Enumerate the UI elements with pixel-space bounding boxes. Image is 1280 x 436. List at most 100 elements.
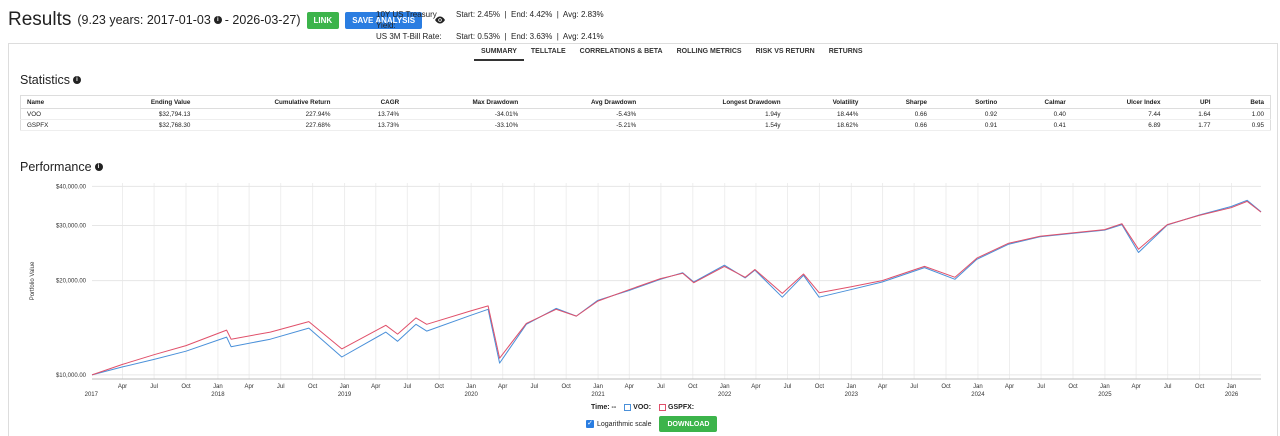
tbill-label: US 3M T-Bill Rate: bbox=[376, 32, 442, 41]
table-cell: $32,768.30 bbox=[90, 119, 197, 131]
tab-returns[interactable]: RETURNS bbox=[828, 48, 863, 55]
column-header[interactable]: Max Drawdown bbox=[405, 95, 525, 109]
date-range: (9.23 years: 2017-01-03 i - 2026-03-27) bbox=[77, 13, 300, 27]
column-header[interactable]: Ending Value bbox=[90, 95, 197, 109]
x-year-label: 2018 bbox=[211, 392, 225, 398]
time-readout: Time: -- bbox=[591, 404, 617, 411]
statistics-info-icon[interactable]: i bbox=[73, 76, 82, 84]
column-header[interactable]: Sortino bbox=[933, 95, 1004, 109]
treasury-value: Start: 2.45% | End: 4.42% | Avg: 2.83% bbox=[456, 10, 604, 19]
column-header[interactable]: Longest Drawdown bbox=[642, 95, 787, 109]
statistics-title: Statistics bbox=[20, 73, 71, 87]
x-tick-label: Jul bbox=[1037, 384, 1045, 390]
date-range-start: (9.23 years: 2017-01-03 bbox=[77, 13, 211, 27]
x-tick-label: Jul bbox=[1164, 384, 1172, 390]
table-cell: GSPFX bbox=[20, 119, 91, 131]
table-cell: 227.68% bbox=[196, 119, 337, 131]
x-tick-label: Apr bbox=[244, 384, 253, 390]
tab-telltale[interactable]: TELLTALE bbox=[530, 48, 566, 55]
series-line-gspfx bbox=[91, 200, 1262, 376]
y-tick-label: $20,000.00 bbox=[56, 279, 87, 285]
x-year-label: 2024 bbox=[971, 392, 985, 398]
x-tick-label: Apr bbox=[1131, 384, 1140, 390]
x-tick-label: Oct bbox=[1195, 384, 1205, 390]
x-year-label: 2025 bbox=[1098, 392, 1112, 398]
table-row: GSPFX $32,768.30 227.68% 13.73% -33.10% -5.21… bbox=[20, 119, 1271, 131]
gspfx-swatch bbox=[659, 404, 667, 411]
voo-legend-label: VOO: bbox=[633, 404, 652, 411]
tab-summary[interactable]: SUMMARY bbox=[474, 44, 524, 61]
download-button[interactable]: DOWNLOAD bbox=[659, 416, 718, 432]
x-tick-label: Jan bbox=[1227, 384, 1237, 390]
log-scale-checkbox[interactable]: ✓ bbox=[586, 420, 594, 428]
series-line-voo bbox=[91, 199, 1262, 376]
x-tick-label: Jul bbox=[150, 384, 158, 390]
table-cell: -34.01% bbox=[405, 108, 525, 120]
x-tick-label: Oct bbox=[688, 384, 698, 390]
column-header[interactable]: Beta bbox=[1216, 95, 1271, 109]
x-tick-label: Oct bbox=[562, 384, 572, 390]
column-header[interactable]: Cumulative Return bbox=[196, 95, 337, 109]
tab-bar: SUMMARY TELLTALE CORRELATIONS & BETA ROL… bbox=[474, 44, 870, 61]
column-header[interactable]: Name bbox=[20, 95, 91, 109]
column-header[interactable]: Sharpe bbox=[864, 95, 934, 109]
column-header[interactable]: CAGR bbox=[336, 95, 406, 109]
column-header[interactable]: Ulcer Index bbox=[1071, 95, 1167, 109]
x-tick-label: Oct bbox=[181, 384, 191, 390]
table-cell: 0.66 bbox=[864, 119, 934, 131]
performance-chart[interactable]: Apr Jul Oct Jan Apr Jul Oct Jan Apr Jul Oct Jan Apr J… bbox=[19, 179, 1269, 401]
table-cell: VOO bbox=[20, 108, 91, 120]
table-cell: 1.77 bbox=[1166, 119, 1217, 131]
x-tick-label: Oct bbox=[308, 384, 318, 390]
link-button[interactable]: LINK bbox=[306, 11, 340, 29]
x-tick-label: Jan bbox=[213, 384, 223, 390]
x-tick-label: Apr bbox=[625, 384, 634, 390]
column-header[interactable]: Volatility bbox=[786, 95, 865, 109]
table-cell: 13.73% bbox=[336, 119, 406, 131]
x-tick-label: Apr bbox=[878, 384, 887, 390]
table-cell: 1.00 bbox=[1216, 108, 1271, 120]
table-cell: -5.21% bbox=[524, 119, 643, 131]
x-tick-label: Jul bbox=[277, 384, 285, 390]
x-tick-label: Apr bbox=[118, 384, 127, 390]
x-year-label: 2021 bbox=[591, 392, 605, 398]
tab-risk-vs-return[interactable]: RISK VS RETURN bbox=[755, 48, 815, 55]
x-tick-label: Jul bbox=[530, 384, 538, 390]
x-year-label: 2026 bbox=[1225, 392, 1239, 398]
performance-info-icon[interactable]: i bbox=[94, 163, 103, 171]
x-tick-label: Jan bbox=[720, 384, 730, 390]
x-tick-label: Jan bbox=[1100, 384, 1110, 390]
x-tick-label: Jul bbox=[910, 384, 918, 390]
x-tick-label: Oct bbox=[941, 384, 951, 390]
table-cell: 0.40 bbox=[1003, 108, 1072, 120]
table-cell: 13.74% bbox=[336, 108, 406, 120]
table-cell: 1.54y bbox=[642, 119, 787, 131]
table-cell: 227.94% bbox=[196, 108, 337, 120]
column-header[interactable]: UPI bbox=[1166, 95, 1217, 109]
x-year-label: 2017 bbox=[85, 392, 99, 398]
log-scale-label: Logarithmic scale bbox=[597, 420, 652, 428]
column-header[interactable]: Calmar bbox=[1003, 95, 1072, 109]
x-tick-label: Jan bbox=[846, 384, 856, 390]
treasury-label: 10Y US Treasury Yield: bbox=[376, 10, 437, 30]
chart-options: ✓ Logarithmic scale DOWNLOAD bbox=[586, 416, 718, 432]
y-tick-label: $30,000.00 bbox=[56, 223, 87, 229]
info-icon[interactable]: i bbox=[213, 16, 222, 24]
page-title: Results bbox=[8, 9, 72, 30]
eye-icon[interactable] bbox=[434, 16, 446, 24]
column-header[interactable]: Avg Drawdown bbox=[524, 95, 643, 109]
x-tick-label: Jul bbox=[403, 384, 411, 390]
table-cell: 18.44% bbox=[786, 108, 865, 120]
table-cell: 1.64 bbox=[1166, 108, 1217, 120]
x-year-label: 2020 bbox=[464, 392, 478, 398]
gspfx-legend-label: GSPFX: bbox=[668, 404, 695, 411]
tab-correlations-beta[interactable]: CORRELATIONS & BETA bbox=[579, 48, 663, 55]
y-tick-label: $40,000.00 bbox=[56, 184, 87, 190]
table-cell: 7.44 bbox=[1071, 108, 1167, 120]
table-cell: 6.89 bbox=[1071, 119, 1167, 131]
save-analysis-button[interactable]: SAVE ANALYSIS bbox=[345, 11, 423, 29]
x-tick-label: Apr bbox=[498, 384, 507, 390]
tab-rolling-metrics[interactable]: ROLLING METRICS bbox=[676, 48, 742, 55]
x-tick-label: Apr bbox=[1005, 384, 1014, 390]
x-tick-label: Oct bbox=[1068, 384, 1078, 390]
